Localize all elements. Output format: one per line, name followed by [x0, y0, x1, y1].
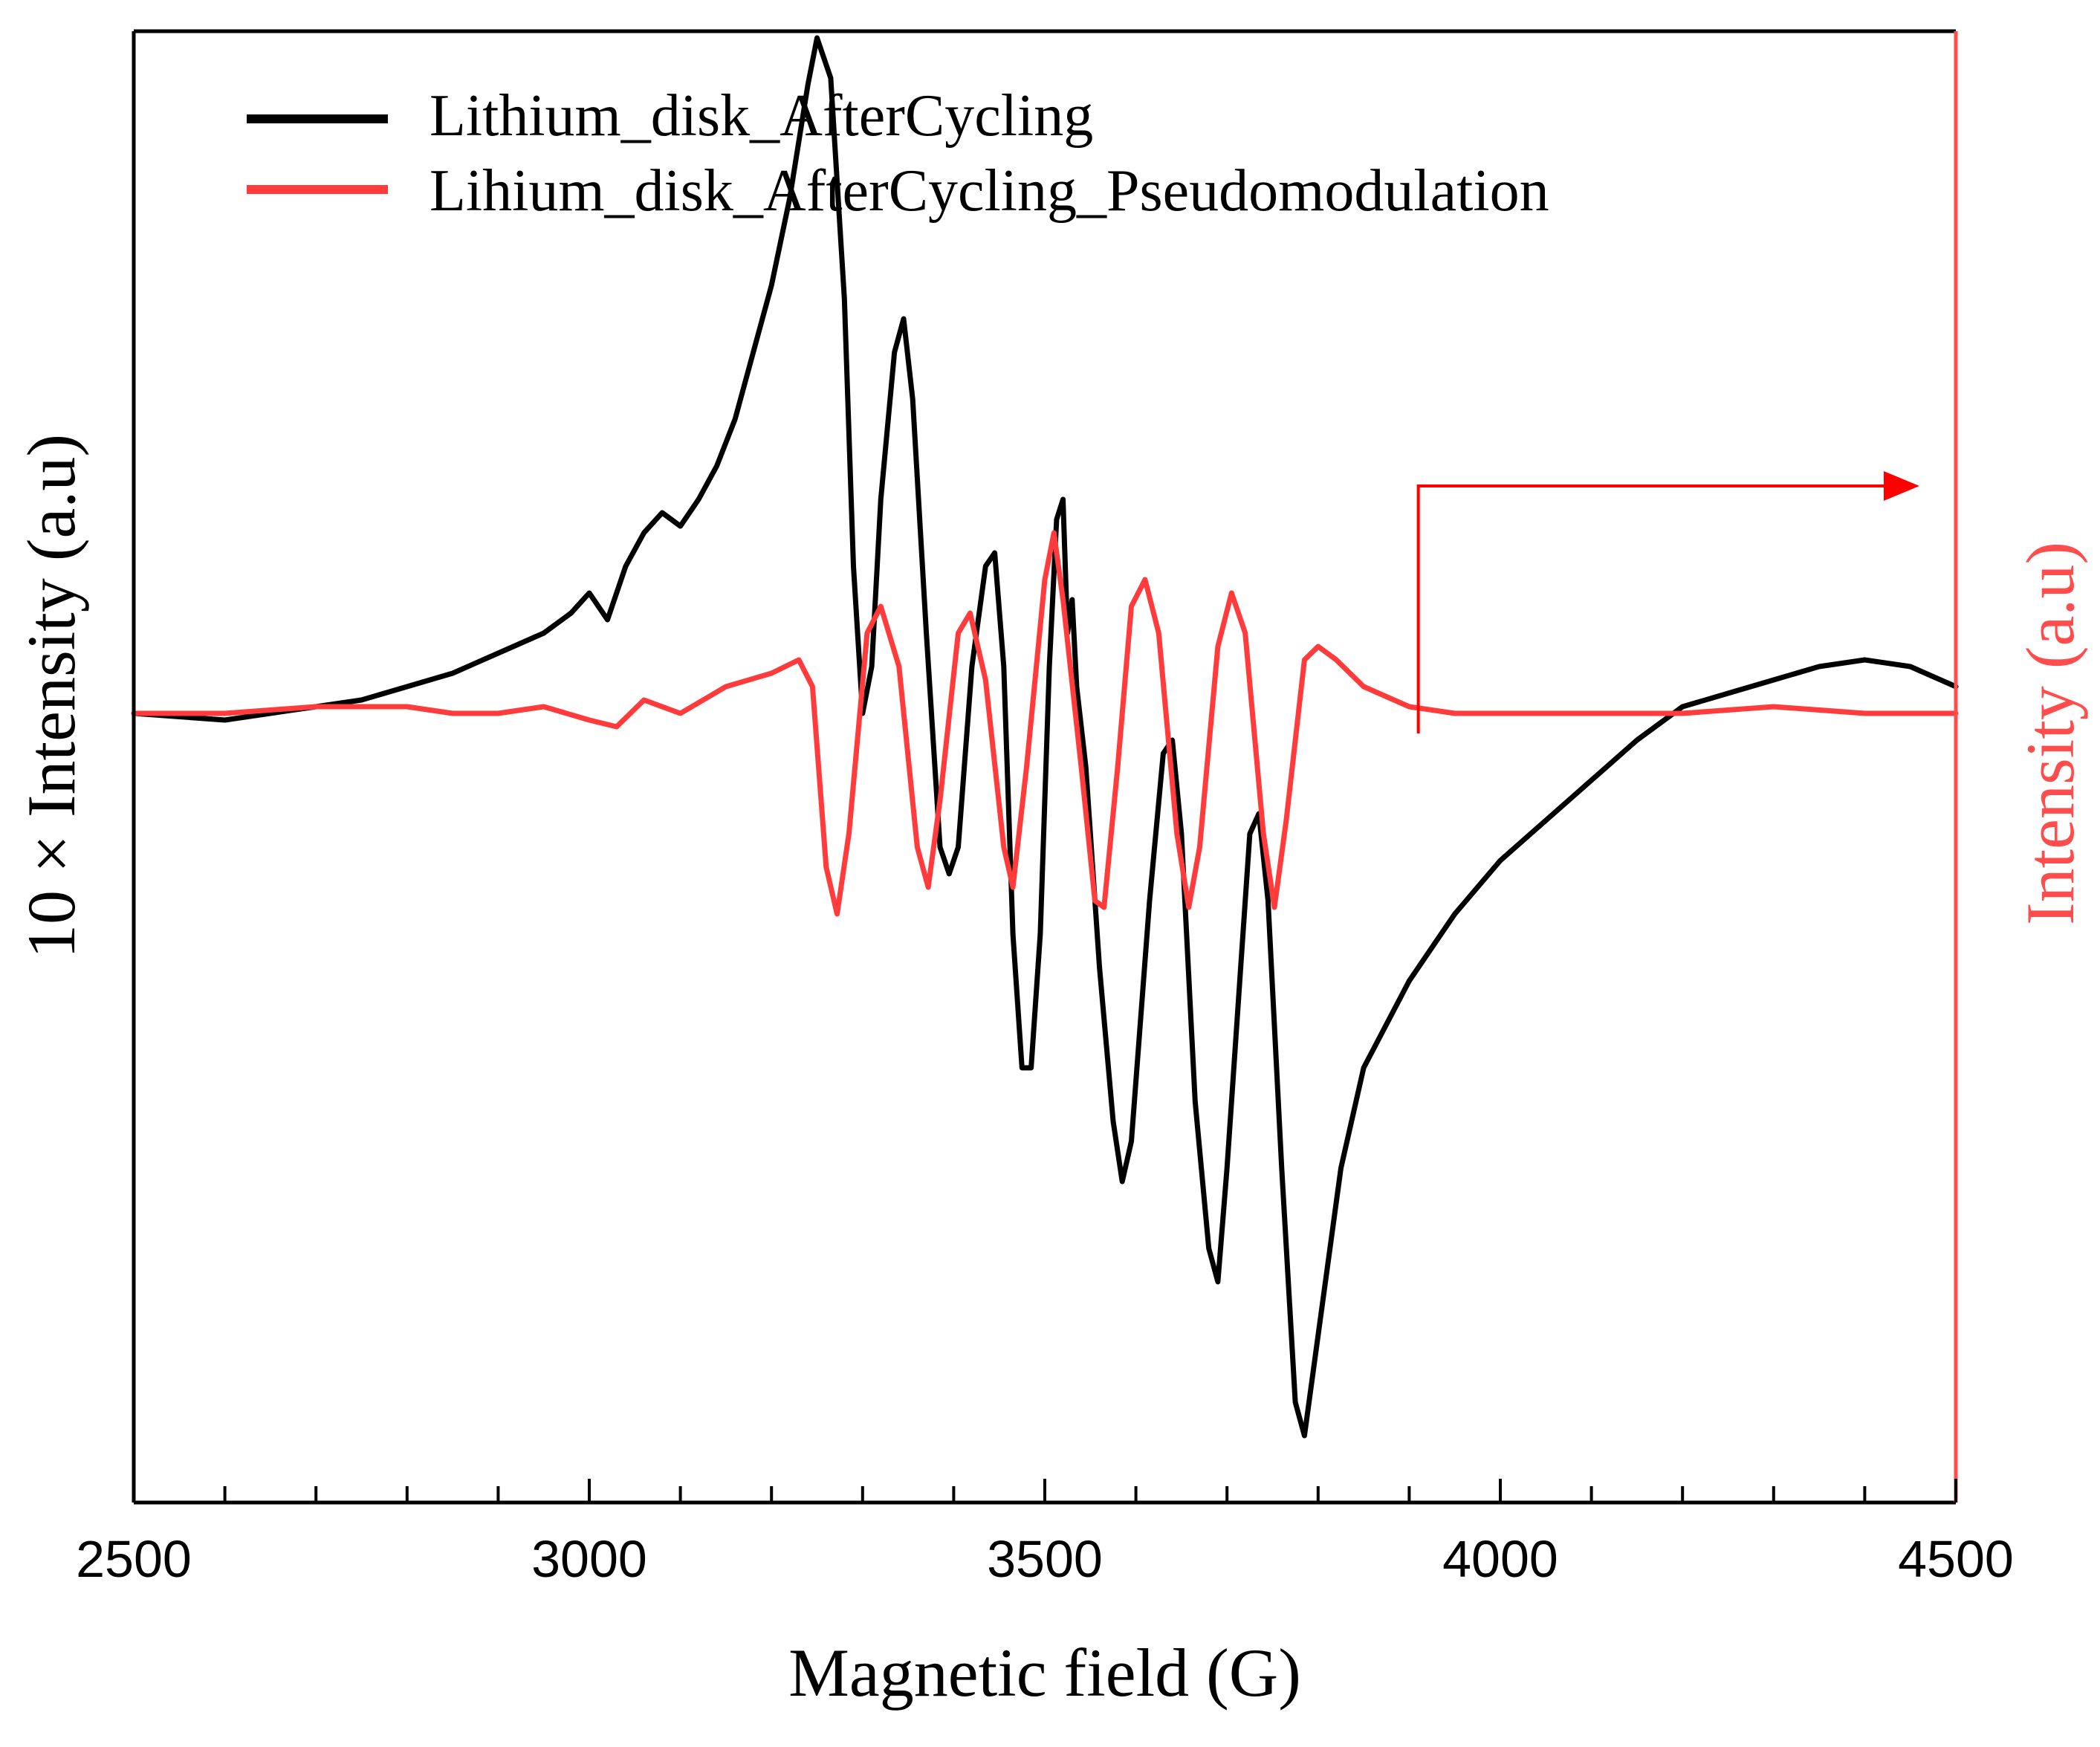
annotation-arrow-line — [1416, 484, 1887, 733]
y-axis-title-right: Intensity (a.u) — [2012, 542, 2088, 925]
plot-area — [131, 35, 1959, 1439]
x-ticks — [132, 1479, 1957, 1503]
y-axis-title-left: 10 × Intensity (a.u) — [13, 434, 89, 959]
x-tick-label: 4500 — [1898, 1530, 2014, 1588]
x-tick-labels: 2500 3000 3500 4000 4500 — [76, 1530, 2014, 1588]
legend-label-black: Lithium_disk_AfterCycling — [430, 83, 1093, 149]
x-tick-label: 3500 — [987, 1530, 1103, 1588]
red-series-line — [131, 530, 1959, 917]
legend-label-red: Lihium_disk_AfterCycling_Pseudomodulatio… — [430, 158, 1549, 224]
annotation-arrow-head — [1883, 471, 1919, 501]
x-axis-title: Magnetic field (G) — [788, 1635, 1301, 1711]
x-tick-label: 2500 — [76, 1530, 192, 1588]
x-tick-label: 4000 — [1442, 1530, 1558, 1588]
black-series-line — [131, 35, 1959, 1439]
legend: Lithium_disk_AfterCycling Lihium_disk_Af… — [247, 83, 1549, 224]
x-tick-label: 3000 — [531, 1530, 647, 1588]
